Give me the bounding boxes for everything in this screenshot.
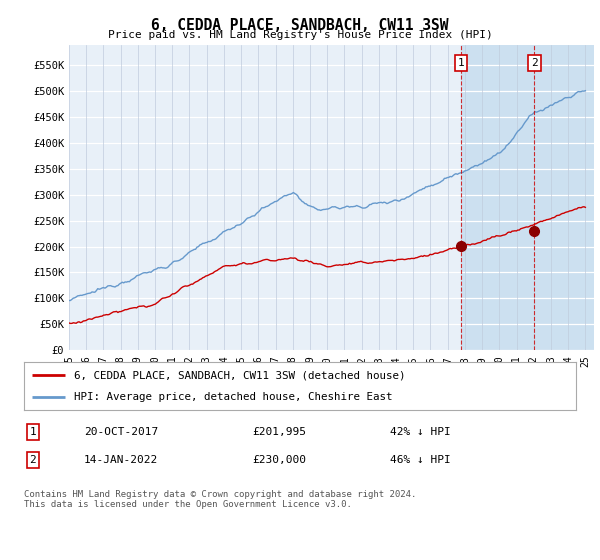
Bar: [461, 45, 594, 350]
Text: £230,000: £230,000: [252, 455, 306, 465]
Text: £201,995: £201,995: [252, 427, 306, 437]
Text: 2: 2: [531, 58, 538, 68]
Text: 46% ↓ HPI: 46% ↓ HPI: [390, 455, 451, 465]
Text: Price paid vs. HM Land Registry's House Price Index (HPI): Price paid vs. HM Land Registry's House …: [107, 30, 493, 40]
Text: 14-JAN-2022: 14-JAN-2022: [84, 455, 158, 465]
Text: 6, CEDDA PLACE, SANDBACH, CW11 3SW: 6, CEDDA PLACE, SANDBACH, CW11 3SW: [151, 18, 449, 33]
Text: 42% ↓ HPI: 42% ↓ HPI: [390, 427, 451, 437]
Text: 1: 1: [458, 58, 464, 68]
Text: 6, CEDDA PLACE, SANDBACH, CW11 3SW (detached house): 6, CEDDA PLACE, SANDBACH, CW11 3SW (deta…: [74, 370, 405, 380]
Text: 20-OCT-2017: 20-OCT-2017: [84, 427, 158, 437]
Text: 2: 2: [29, 455, 37, 465]
Text: 1: 1: [29, 427, 37, 437]
Text: Contains HM Land Registry data © Crown copyright and database right 2024.
This d: Contains HM Land Registry data © Crown c…: [24, 490, 416, 510]
Text: HPI: Average price, detached house, Cheshire East: HPI: Average price, detached house, Ches…: [74, 392, 392, 402]
